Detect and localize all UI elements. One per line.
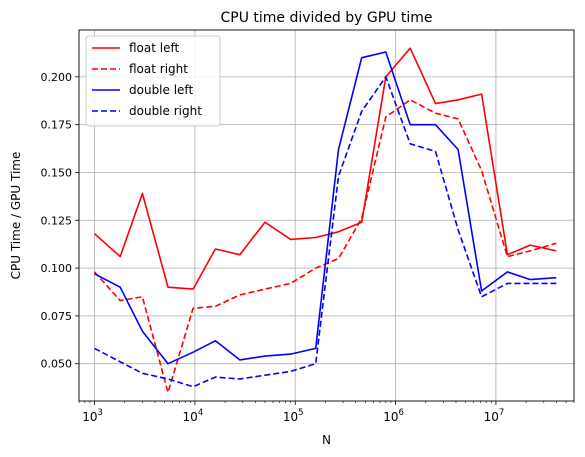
- series-line-double-left: [94, 51, 557, 365]
- x-tick-label: 105: [283, 408, 304, 424]
- x-tick-label: 106: [383, 408, 404, 424]
- grid: [79, 30, 574, 401]
- y-tick-label: 0.100: [41, 262, 73, 275]
- axes-frame: [78, 29, 575, 402]
- legend: float left float right double left double r…: [85, 35, 221, 127]
- legend-label: double right: [129, 104, 202, 118]
- y-tick-label: 0.150: [41, 166, 73, 179]
- chart-title: CPU time divided by GPU time: [220, 10, 432, 26]
- x-axis-label: N: [322, 433, 331, 447]
- x-tick-label: 104: [183, 408, 204, 424]
- y-tick-label: 0.200: [41, 71, 73, 84]
- y-axis-label: CPU Time / GPU Time: [9, 152, 23, 280]
- y-tick-label: 0.125: [41, 214, 73, 227]
- series-line-double-right: [94, 76, 557, 388]
- x-tick-label: 107: [484, 408, 505, 424]
- legend-label: double left: [129, 83, 193, 97]
- series-line-float-right: [93, 99, 557, 394]
- legend-box: [85, 35, 221, 127]
- legend-label: float left: [129, 41, 180, 55]
- y-tick-label: 0.075: [41, 310, 73, 323]
- legend-label: float right: [129, 62, 188, 76]
- series-line-float-left: [93, 47, 557, 290]
- y-tick-label: 0.175: [41, 119, 73, 132]
- y-tick-label: 0.050: [41, 358, 73, 371]
- x-tick-label: 103: [82, 408, 103, 424]
- series-group: [93, 47, 557, 394]
- ticks: 103 104 105 106 107 0.050 0.075 0.100 0.125 0.150…: [41, 71, 575, 424]
